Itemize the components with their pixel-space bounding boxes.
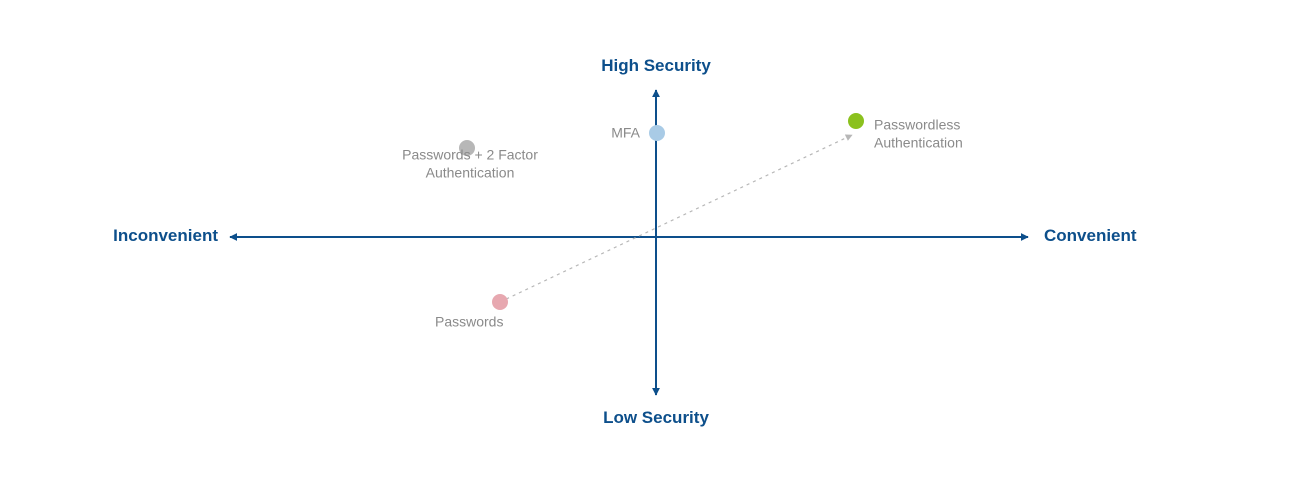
point-passwordless: [848, 113, 864, 129]
point-label-passwordless: Passwordless Authentication: [874, 117, 963, 152]
point-label-passwords: Passwords: [435, 313, 503, 331]
point-passwords: [492, 294, 508, 310]
quadrant-chart: High Security Low Security Inconvenient Con…: [0, 0, 1300, 500]
axis-label-bottom: Low Security: [603, 408, 709, 428]
axis-label-right: Convenient: [1044, 226, 1137, 246]
point-label-mfa: MFA: [611, 124, 640, 142]
axis-label-left: Inconvenient: [113, 226, 218, 246]
axis-label-top: High Security: [601, 56, 711, 76]
point-label-pw2fa: Passwords + 2 Factor Authentication: [402, 147, 538, 182]
point-mfa: [649, 125, 665, 141]
